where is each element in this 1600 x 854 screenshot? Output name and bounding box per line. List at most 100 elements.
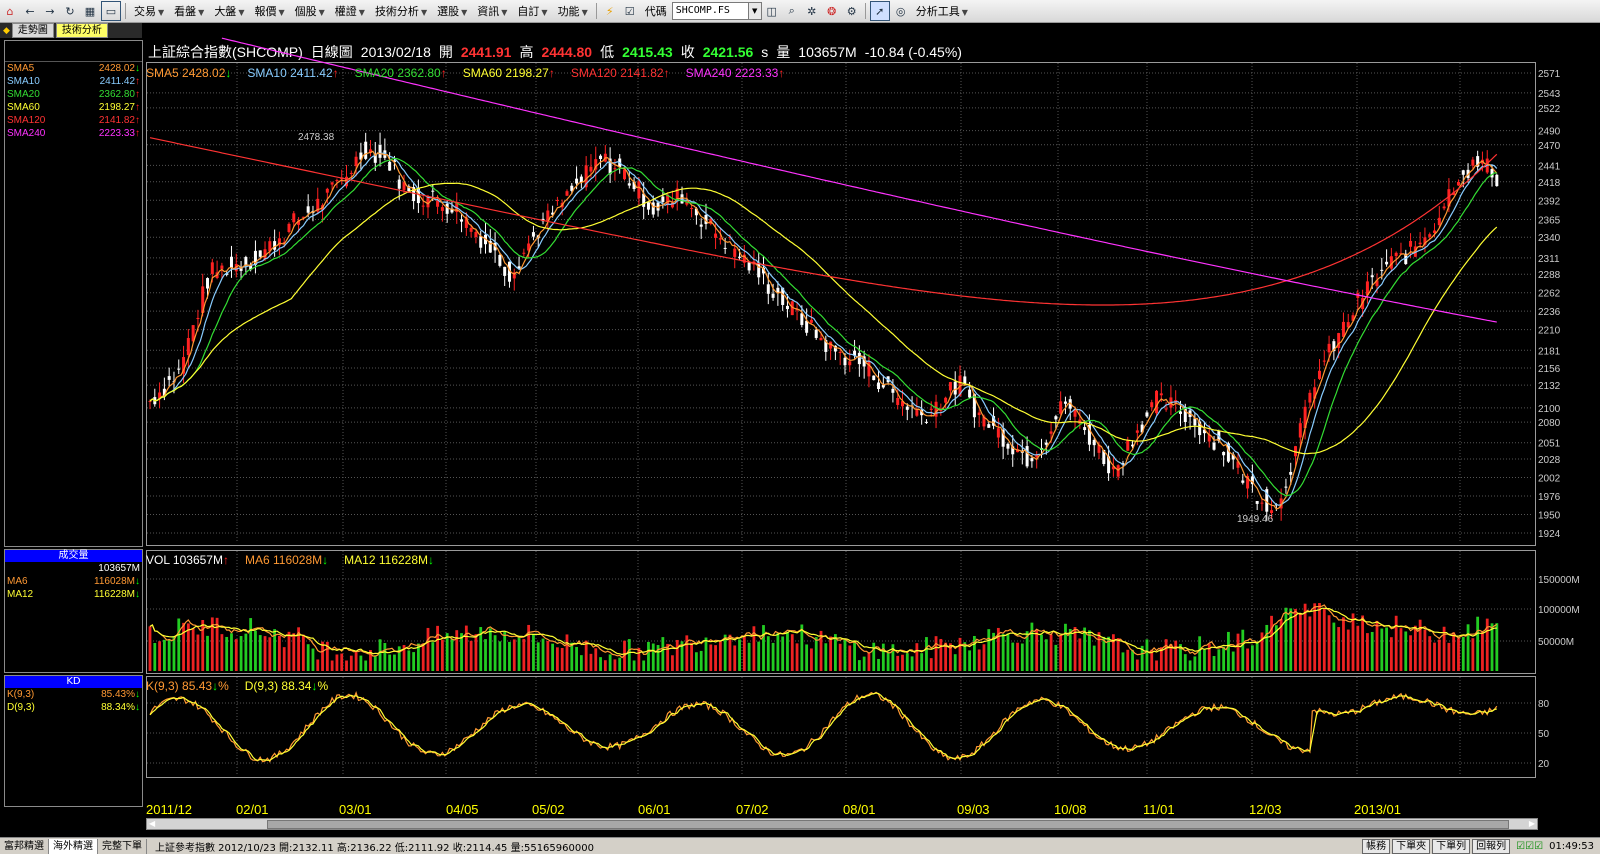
sma-value: 2428.02: [98, 63, 135, 74]
legend-value: 2141.82: [620, 66, 664, 80]
legend-label: K(9,3): [146, 679, 179, 693]
scroll-thumb[interactable]: [267, 820, 1509, 829]
arrow-down-icon: ↓: [135, 589, 140, 600]
chart-icon[interactable]: ◫: [766, 4, 777, 18]
arrow-down-icon: ↓: [428, 553, 435, 567]
sma-value: 2411.42: [99, 76, 135, 87]
status-button[interactable]: 回報列: [1472, 838, 1511, 854]
chevron-down-icon: ▼: [501, 8, 508, 17]
forward-icon[interactable]: →: [45, 4, 55, 18]
status-button[interactable]: 帳務: [1362, 838, 1391, 854]
low-label: 低: [600, 44, 615, 60]
menu-item-9[interactable]: 自訂 ▼: [512, 3, 552, 19]
menu-item-7[interactable]: 選股 ▼: [432, 3, 472, 19]
menu-item-3[interactable]: 報價 ▼: [249, 3, 289, 19]
kd-head: KD: [5, 676, 142, 688]
check-icon[interactable]: ☑: [1516, 840, 1526, 852]
status-button[interactable]: 下單列: [1432, 838, 1471, 854]
status-tabs: 富邦精選 海外精選 完整下單: [0, 838, 147, 854]
chevron-down-icon: ▼: [198, 8, 205, 17]
kd-values-box: KD K(9,3) 85.43%↓ D(9,3) 88.34%↓: [4, 675, 143, 807]
settings-icon[interactable]: ✲: [807, 4, 817, 18]
legend-entry: SMA60 2198.27↑: [463, 66, 555, 80]
arrow-up-icon: ↑: [135, 115, 140, 126]
menu-item-8[interactable]: 資訊 ▼: [472, 3, 512, 19]
sma-value-row: SMA5 2428.02↓: [5, 62, 142, 75]
date-tick-label: 12/03: [1249, 802, 1282, 817]
volume-ma-value: 116028M: [94, 576, 135, 587]
code-input[interactable]: SHCOMP.FS: [671, 2, 749, 20]
volume-pane[interactable]: [146, 550, 1536, 674]
menu-item-10[interactable]: 功能 ▼: [553, 3, 593, 19]
window-icon[interactable]: ▭: [101, 1, 121, 21]
menu-item-0[interactable]: 交易 ▼: [129, 3, 169, 19]
check-icon[interactable]: ☑: [1534, 840, 1544, 852]
date-tick-label: 04/05: [446, 802, 479, 817]
chevron-down-icon: ▼: [581, 8, 588, 17]
legend-value: 88.34: [281, 679, 312, 693]
tab-technical[interactable]: 技術分析: [55, 23, 108, 38]
legend-entry: SMA20 2362.80↑: [355, 66, 447, 80]
chevron-down-icon: ▼: [420, 8, 428, 17]
sma-value-row: SMA120 2141.82↑: [5, 114, 142, 127]
volume-row: 103657M: [5, 562, 142, 575]
menu-item-2[interactable]: 大盤 ▼: [209, 3, 249, 19]
price-pane[interactable]: [146, 62, 1536, 546]
toggle-icon[interactable]: ◆: [3, 25, 10, 36]
status-tab[interactable]: 富邦精選: [0, 838, 49, 854]
menu-item-label: 大盤: [214, 5, 237, 18]
menu-item-5[interactable]: 權證 ▼: [330, 3, 370, 19]
menu-items: 交易 ▼ 看盤 ▼ 大盤 ▼ 報價 ▼ 個股 ▼ 權證 ▼ 技術分析 ▼ 選股 ▼ 資訊 ▼ 自訂 ▼ 功能 ▼: [129, 3, 593, 19]
legend-label: VOL: [146, 553, 170, 567]
status-tab[interactable]: 海外精選: [49, 838, 98, 854]
grid-icon[interactable]: ▦: [84, 4, 96, 18]
date-tick-label: 07/02: [736, 802, 769, 817]
arrow-down-icon: ↓: [225, 66, 232, 80]
price-axis-label: 2100: [1538, 404, 1561, 415]
scroll-left-icon[interactable]: ◀: [149, 819, 156, 828]
analysis-icon[interactable]: ◎: [895, 4, 906, 18]
checklist-icon[interactable]: ☑: [624, 4, 635, 18]
refresh-icon[interactable]: ↻: [65, 4, 75, 18]
alert-icon[interactable]: ❂: [827, 4, 837, 18]
tab-trend[interactable]: 走勢圖: [11, 23, 54, 38]
legend-label: SMA5: [146, 66, 179, 80]
back-icon[interactable]: ←: [25, 4, 35, 18]
kd-pane[interactable]: [146, 676, 1536, 778]
sma-label: SMA10: [7, 76, 40, 87]
price-axis-label: 2002: [1538, 474, 1561, 485]
price-axis-label: 2210: [1538, 326, 1561, 337]
arrow-up-icon: ↑: [135, 76, 140, 87]
status-button[interactable]: 下單夾: [1392, 838, 1431, 854]
menu-item-4[interactable]: 個股 ▼: [290, 3, 330, 19]
status-tab[interactable]: 完整下單: [98, 838, 147, 854]
chevron-down-icon[interactable]: ▼: [748, 2, 762, 20]
price-axis-label: 1976: [1538, 492, 1561, 503]
legend-entry: MA6 116028M↓: [245, 553, 328, 567]
scroll-right-icon[interactable]: ▶: [1528, 819, 1535, 828]
arrow-down-icon: ↓: [212, 679, 219, 693]
arrow-up-icon: ↑: [135, 89, 140, 100]
sma-label: SMA60: [7, 102, 40, 113]
volume-row-value: 103657M: [98, 563, 140, 574]
cursor-icon[interactable]: ➚: [869, 1, 890, 21]
tool-icon[interactable]: ⚙: [846, 4, 857, 18]
volume-values-box: 成交量 103657M MA6 116028M↓ MA12 116228M↓: [4, 549, 143, 673]
horizontal-scrollbar[interactable]: ◀ ▶: [146, 818, 1538, 830]
analysis-tools-menu[interactable]: 分析工具 ▼: [911, 3, 973, 19]
home-icon[interactable]: ⌂: [6, 4, 14, 18]
menu-item-6[interactable]: 技術分析 ▼: [370, 3, 432, 19]
lightning-icon[interactable]: ⚡: [605, 4, 614, 18]
arrow-down-icon: ↓: [311, 679, 318, 693]
kd-legend: K(9,3) 85.43↓% D(9,3) 88.34↓%: [146, 679, 328, 693]
view-tabs: ◆ 走勢圖 技術分析: [0, 23, 142, 38]
menu-item-1[interactable]: 看盤 ▼: [169, 3, 209, 19]
price-axis-label: 2080: [1538, 418, 1561, 429]
check-icon[interactable]: ☑: [1525, 840, 1535, 852]
search-icon[interactable]: ⌕: [788, 4, 795, 17]
legend-value: 2428.02: [182, 66, 226, 80]
arrow-down-icon: ↓: [135, 689, 140, 700]
menu-item-label: 權證: [334, 5, 357, 18]
status-bar: 富邦精選 海外精選 完整下單 上証參考指數 2012/10/23 開:2132.11…: [0, 837, 1600, 854]
high-value: 2444.80: [541, 44, 593, 60]
